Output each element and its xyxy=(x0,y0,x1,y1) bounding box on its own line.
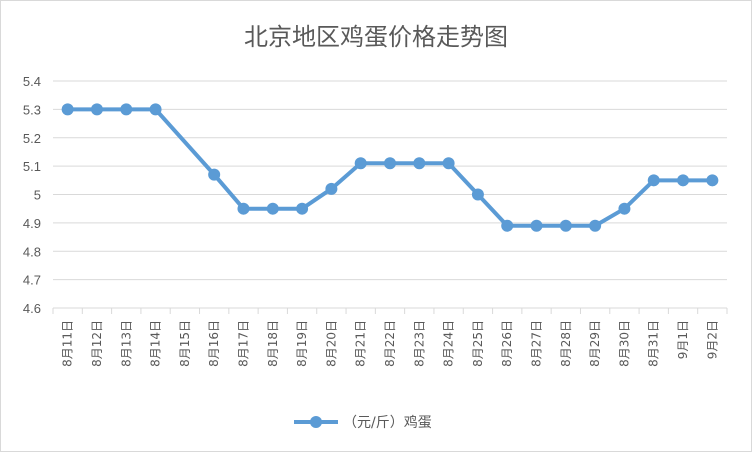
data-point xyxy=(442,157,455,170)
legend-label: （元/斤）鸡蛋 xyxy=(343,414,432,431)
x-tick-label: 8月31日 xyxy=(647,320,661,367)
legend-marker xyxy=(310,416,322,428)
x-tick-label: 8月29日 xyxy=(588,320,602,367)
y-tick-label: 5.3 xyxy=(23,102,41,117)
x-tick-label: 8月23日 xyxy=(412,320,426,367)
legend: （元/斤）鸡蛋 xyxy=(294,414,432,431)
y-tick-label: 4.8 xyxy=(23,244,41,259)
x-tick-label: 9月2日 xyxy=(705,320,719,359)
data-point xyxy=(471,188,484,201)
data-point xyxy=(530,219,543,232)
data-point xyxy=(559,219,572,232)
x-tick-label: 8月19日 xyxy=(295,320,309,367)
chart-title: 北京地区鸡蛋价格走势图 xyxy=(244,23,508,51)
x-tick-label: 8月11日 xyxy=(61,320,75,367)
y-tick-label: 5 xyxy=(34,188,41,203)
data-point xyxy=(354,157,367,170)
x-tick-label: 9月1日 xyxy=(676,320,690,359)
data-point xyxy=(589,219,602,232)
x-tick-label: 8月15日 xyxy=(178,320,192,367)
x-tick-label: 8月28日 xyxy=(559,320,573,367)
data-point xyxy=(208,168,221,181)
data-point xyxy=(384,157,396,170)
x-tick-label: 8月30日 xyxy=(617,320,631,367)
x-tick-label: 8月25日 xyxy=(471,320,485,367)
data-point xyxy=(61,103,74,116)
data-point xyxy=(90,103,103,116)
data-point xyxy=(325,182,338,195)
y-tick-label: 5.4 xyxy=(23,74,41,89)
data-point xyxy=(266,202,279,215)
x-tick-label: 8月24日 xyxy=(442,320,456,367)
y-tick-label: 4.7 xyxy=(23,273,41,288)
data-point xyxy=(120,103,133,116)
data-point xyxy=(501,219,514,232)
x-tick-label: 8月17日 xyxy=(236,320,250,367)
data-point xyxy=(237,202,250,215)
series-line xyxy=(67,107,713,228)
y-tick-label: 5.2 xyxy=(23,131,41,146)
x-tick-label: 8月13日 xyxy=(119,320,133,367)
x-tick-label: 8月21日 xyxy=(354,320,368,367)
y-tick-label: 4.6 xyxy=(23,301,41,316)
data-point xyxy=(647,174,660,187)
x-tick-label: 8月16日 xyxy=(207,320,221,367)
x-tick-label: 8月20日 xyxy=(324,320,338,367)
series-layer xyxy=(61,103,719,232)
data-point xyxy=(618,202,631,215)
data-point xyxy=(296,202,309,215)
x-tick-label: 8月22日 xyxy=(383,320,397,367)
y-tick-label: 5.1 xyxy=(23,159,41,174)
data-point xyxy=(706,174,719,187)
x-tick-label: 8月14日 xyxy=(149,320,163,367)
y-tick-label: 4.9 xyxy=(23,216,41,231)
data-point xyxy=(413,157,426,170)
x-axis-ticks: 8月11日 8月12日 8月13日 8月14日 8月15日 8月16日 8月17日 8月18日… xyxy=(52,308,728,367)
data-point xyxy=(677,174,690,187)
x-tick-label: 8月26日 xyxy=(500,320,514,367)
x-tick-label: 8月12日 xyxy=(90,320,104,367)
y-axis-ticks: 4.6 4.7 4.8 4.9 5 5.1 5.2 5.3 5.4 xyxy=(23,74,41,316)
x-tick-label: 8月27日 xyxy=(530,320,544,367)
x-tick-label: 8月18日 xyxy=(266,320,280,367)
data-point xyxy=(149,103,162,116)
